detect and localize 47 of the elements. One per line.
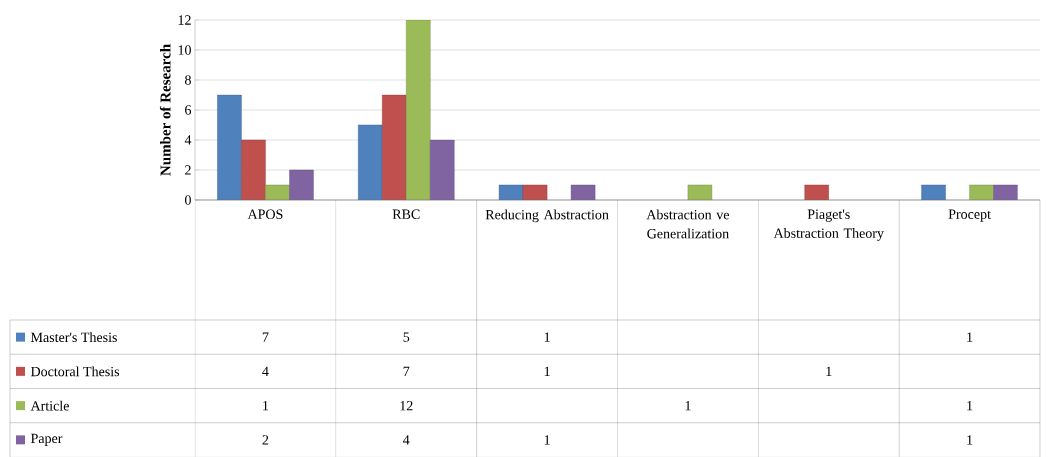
bar (522, 184, 548, 200)
bar (382, 94, 407, 200)
data-label: 1 (544, 435, 550, 445)
bar (289, 169, 314, 200)
y-tick-label: 10 (178, 45, 191, 55)
legend-label: Article (30, 400, 69, 411)
bar (241, 139, 266, 200)
bar (498, 184, 524, 200)
y-tick-label: 8 (185, 75, 191, 85)
bar (993, 184, 1018, 200)
data-label: 7 (262, 332, 269, 342)
y-tick-label: 0 (185, 195, 191, 205)
x-tick-label: APOS (247, 209, 283, 219)
bar (570, 184, 596, 200)
x-tick-label: Piaget's Abstraction Theory (773, 209, 884, 241)
data-label: 1 (967, 400, 973, 411)
data-label: 4 (262, 366, 269, 376)
bar (804, 184, 829, 200)
y-axis-title: Number of Research (159, 44, 171, 176)
bar (430, 139, 455, 200)
y-tick-label: 4 (184, 135, 192, 145)
data-label: 1 (685, 400, 691, 411)
legend-label: Master's Thesis (30, 332, 117, 343)
y-tick-label: 12 (178, 15, 191, 25)
data-label: 4 (403, 435, 410, 445)
x-tick-label: Procept (948, 209, 991, 222)
data-label: 1 (967, 435, 973, 445)
bar (217, 94, 242, 200)
y-tick-label: 2 (185, 165, 191, 175)
data-label: 2 (262, 435, 269, 445)
x-tick-label: Abstraction ve Generalization (646, 209, 730, 239)
y-tick-label: 6 (185, 105, 192, 115)
x-tick-label: Reducing Abstraction (485, 209, 609, 223)
data-label: 12 (400, 400, 413, 411)
legend-label: Paper (30, 433, 63, 446)
data-label: 1 (263, 400, 269, 411)
data-label: 7 (403, 366, 410, 376)
x-tick-label: RBC (392, 209, 420, 219)
data-label: 1 (544, 366, 550, 376)
data-label: 1 (544, 332, 550, 342)
data-label: 1 (967, 332, 973, 342)
data-label: 5 (403, 332, 410, 342)
bar (921, 184, 946, 200)
data-label: 1 (826, 366, 832, 376)
bar (358, 124, 383, 200)
legend-label: Doctoral Thesis (30, 366, 120, 377)
bar (406, 19, 431, 200)
